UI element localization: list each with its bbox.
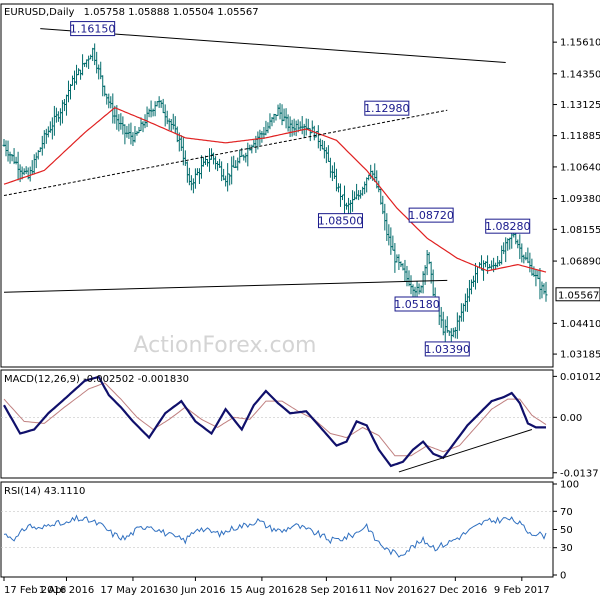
rsi-grid (1, 510, 553, 549)
price-tick-label: 1.15610 (560, 38, 600, 49)
ohlc-readout: 1.05758 1.05888 1.05504 1.05567 (84, 7, 259, 18)
price-panel-title: EURUSD,Daily 1.05758 1.05888 1.05504 1.0… (4, 7, 259, 18)
date-tick-label: 9 Feb 2017 (494, 585, 550, 596)
symbol-label: EURUSD,Daily (4, 7, 75, 18)
callout-label: 1.16150 (70, 23, 116, 36)
price-panel-frame (0, 3, 554, 368)
last-price-box (555, 287, 600, 302)
callout-box (485, 218, 531, 234)
date-tick-label: 17 Feb 2016 (4, 585, 66, 596)
macd-line (3, 375, 546, 468)
price-bar (544, 281, 548, 302)
rsi-line (3, 514, 547, 558)
macd-tick-label: 0.010122 (560, 372, 600, 383)
macd-lines (3, 375, 547, 473)
date-tick-label: 27 Dec 2016 (423, 585, 487, 596)
date-tick-label: 30 Jun 2016 (165, 585, 225, 596)
rsi-tick-label: 100 (560, 480, 579, 491)
price-tick-label: 1.10640 (560, 162, 600, 173)
price-tick-label: 1.14350 (560, 69, 600, 80)
price-tick-label: 1.13125 (560, 100, 600, 111)
last-price-label: 1.05567 (558, 290, 599, 301)
macd-tick-label: -0.0137 (560, 468, 599, 479)
price-callout: 1.08720 (408, 207, 454, 223)
rsi-tick-label: 70 (560, 507, 573, 518)
callout-label: 1.08720 (408, 209, 454, 222)
moving-average (3, 107, 547, 273)
callout-box (408, 207, 454, 223)
trendlines (3, 28, 506, 293)
price-callout: 1.12980 (364, 100, 410, 116)
date-tick-label: 28 Sep 2016 (295, 585, 358, 596)
rsi-tick-label: 50 (560, 525, 573, 536)
callout-box (424, 341, 470, 357)
callout-label: 1.12980 (364, 102, 410, 115)
price-callout: 1.05180 (394, 296, 440, 312)
macd-panel-frame (0, 369, 554, 479)
macd-trendline (398, 428, 533, 473)
rsi-tick-label: 30 (560, 543, 573, 554)
date-tick-label: 1 Apr 2016 (39, 585, 94, 596)
watermark: ActionForex.com (134, 333, 317, 358)
price-callout: 1.16150 (70, 21, 116, 37)
callout-label: 1.05180 (394, 298, 440, 311)
price-bars (2, 43, 548, 346)
price-tick-label: 1.08155 (560, 225, 600, 236)
ma-line (3, 107, 547, 273)
price-tick-label: 1.06890 (560, 257, 600, 268)
date-tick-label: 11 Nov 2016 (359, 585, 423, 596)
trendline (3, 109, 448, 197)
rsi-panel-title: RSI(14) 43.1110 (4, 486, 85, 497)
price-tick-label: 1.04410 (560, 319, 600, 330)
price-callouts: 1.16150 1.12980 1.08500 1.08720 1.08280 1.051… (70, 21, 531, 357)
callout-label: 1.08500 (318, 215, 364, 228)
price-axis: 1.15610 1.14350 1.13125 1.11885 1.10640 1.093… (553, 38, 600, 361)
price-tick-label: 1.11885 (560, 131, 600, 142)
price-callout: 1.08500 (317, 213, 364, 229)
price-tick-label: 1.03185 (560, 350, 600, 361)
date-tick-label: 17 May 2016 (100, 585, 165, 596)
date-tick-label: 15 Aug 2016 (230, 585, 294, 596)
callout-box (364, 100, 410, 116)
rsi-axis: 100 70 50 30 0 (553, 480, 579, 582)
price-tick-label: 1.09380 (560, 194, 600, 205)
rsi-lines (3, 514, 547, 558)
callout-box (394, 296, 440, 312)
macd-axis: 0.010122 0.00 -0.0137 (553, 372, 600, 479)
callout-box (317, 213, 363, 229)
rsi-tick-label: 0 (560, 571, 566, 582)
last-price-marker: 1.05567 (555, 287, 600, 302)
macd-tick-label: 0.00 (560, 413, 582, 424)
trendline (3, 279, 448, 293)
callout-box (70, 21, 116, 37)
price-callout: 1.08280 (485, 218, 531, 234)
macd-panel-title: MACD(12,26,9) -0.002502 -0.001830 (4, 374, 189, 385)
callout-label: 1.08280 (485, 220, 531, 233)
callout-label: 1.03390 (425, 343, 471, 356)
price-callout: 1.03390 (424, 341, 471, 357)
trendline (40, 28, 506, 63)
